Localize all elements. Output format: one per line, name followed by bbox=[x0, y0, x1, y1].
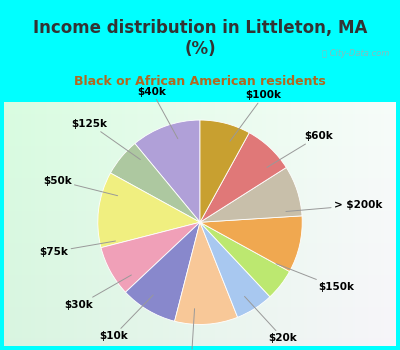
Text: Black or African American residents: Black or African American residents bbox=[74, 75, 326, 88]
Text: $40k: $40k bbox=[138, 86, 178, 139]
Wedge shape bbox=[200, 120, 249, 222]
Text: $20k: $20k bbox=[244, 296, 298, 343]
Text: $100k: $100k bbox=[230, 90, 282, 141]
Wedge shape bbox=[101, 222, 200, 292]
Wedge shape bbox=[200, 133, 286, 222]
Wedge shape bbox=[126, 222, 200, 321]
Wedge shape bbox=[174, 222, 238, 324]
Wedge shape bbox=[200, 168, 302, 222]
Wedge shape bbox=[135, 120, 200, 222]
Text: ⓘ City-Data.com: ⓘ City-Data.com bbox=[322, 49, 389, 57]
Text: > $200k: > $200k bbox=[286, 200, 382, 211]
Text: $10k: $10k bbox=[99, 295, 153, 341]
Text: $200k: $200k bbox=[174, 309, 210, 350]
Text: $150k: $150k bbox=[276, 264, 354, 292]
Text: $30k: $30k bbox=[65, 275, 131, 310]
Wedge shape bbox=[98, 173, 200, 248]
Text: $60k: $60k bbox=[267, 131, 333, 167]
Text: $125k: $125k bbox=[72, 119, 140, 160]
Wedge shape bbox=[110, 144, 200, 222]
Wedge shape bbox=[200, 222, 270, 317]
Wedge shape bbox=[200, 222, 290, 297]
Text: Income distribution in Littleton, MA
(%): Income distribution in Littleton, MA (%) bbox=[33, 19, 367, 58]
Text: $75k: $75k bbox=[40, 241, 116, 257]
Wedge shape bbox=[200, 216, 302, 272]
Text: $50k: $50k bbox=[43, 176, 118, 196]
